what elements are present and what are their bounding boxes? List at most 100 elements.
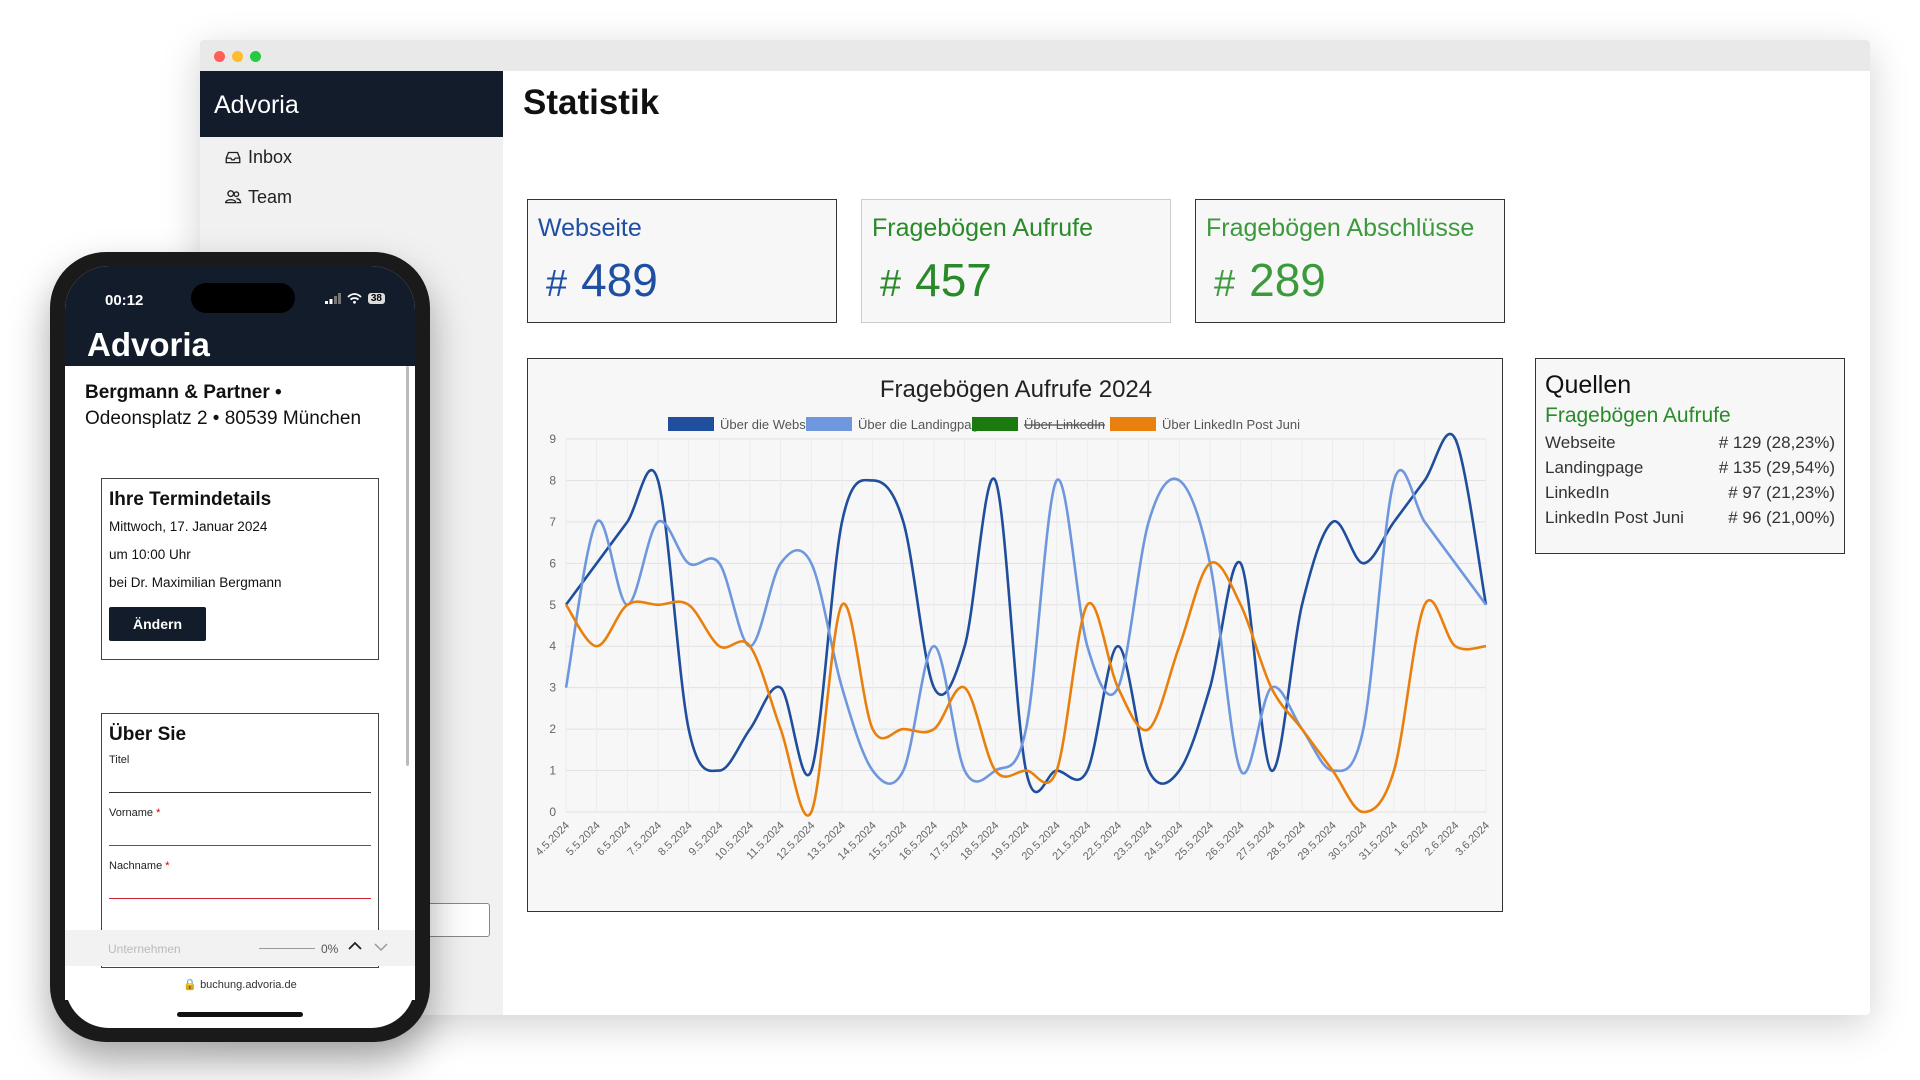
y-tick-label: 7 xyxy=(549,515,556,529)
source-value: # 96 (21,00%) xyxy=(1728,508,1835,527)
vorname-input[interactable] xyxy=(109,845,371,846)
legend-swatch xyxy=(668,417,714,431)
stat-card-value: #489 xyxy=(538,253,826,307)
appointment-date: Mittwoch, 17. Januar 2024 xyxy=(109,519,268,534)
appointment-time: um 10:00 Uhr xyxy=(109,547,191,562)
chart-card: Fragebögen Aufrufe 2024 Über die Webseite… xyxy=(527,358,1503,912)
stat-card-fragebogen-aufrufe: Fragebögen Aufrufe #457 xyxy=(861,199,1171,323)
y-tick-label: 4 xyxy=(549,639,556,653)
stat-value: 457 xyxy=(915,254,992,306)
sidebar-item-inbox[interactable]: Inbox xyxy=(200,137,503,177)
hash-symbol: # xyxy=(880,263,902,305)
source-row: LinkedIn Post Juni # 96 (21,00%) xyxy=(1545,508,1835,528)
hash-symbol: # xyxy=(546,263,568,305)
page-url: buchung.advoria.de xyxy=(200,979,297,991)
browser-url-bar[interactable]: 🔒 buchung.advoria.de xyxy=(65,970,415,1000)
stat-card-label: Fragebögen Aufrufe xyxy=(872,214,1093,242)
titel-input[interactable] xyxy=(109,792,371,793)
status-icons: 38 xyxy=(324,293,385,304)
form-progress-bar: Unternehmen 0% xyxy=(65,930,415,966)
signal-icon xyxy=(324,293,341,304)
chart-title: Fragebögen Aufrufe 2024 xyxy=(880,376,1152,403)
y-tick-label: 0 xyxy=(549,805,556,819)
sources-card: Quellen Fragebögen Aufrufe Webseite # 12… xyxy=(1535,358,1845,554)
legend-swatch xyxy=(972,417,1018,431)
source-row: Webseite # 129 (28,23%) xyxy=(1545,433,1835,453)
legend-label: Über die Landingpage xyxy=(858,417,986,432)
change-appointment-button[interactable]: Ändern xyxy=(109,607,206,641)
line-chart: Fragebögen Aufrufe 2024 Über die Webseite… xyxy=(533,376,1492,863)
source-name: Landingpage xyxy=(1545,458,1644,477)
sidebar-field[interactable] xyxy=(420,903,490,937)
legend-label: Über LinkedIn Post Juni xyxy=(1162,417,1300,432)
source-name: LinkedIn xyxy=(1545,483,1610,502)
y-tick-label: 8 xyxy=(549,473,556,487)
stat-value: 489 xyxy=(581,254,658,306)
stat-card-value: #289 xyxy=(1206,253,1494,307)
stat-card-label: Fragebögen Abschlüsse xyxy=(1206,214,1475,242)
nachname-input[interactable] xyxy=(109,898,371,899)
about-title: Über Sie xyxy=(109,724,187,745)
brand-logo: Advoria xyxy=(200,71,503,137)
maximize-window-button[interactable] xyxy=(250,51,261,62)
firm-street: Odeonsplatz 2 • 80539 München xyxy=(85,407,362,429)
progress-percent: 0% xyxy=(321,942,339,956)
home-indicator xyxy=(177,1012,303,1017)
battery-icon: 38 xyxy=(367,293,385,304)
sources-title: Quellen xyxy=(1545,371,1632,399)
sidebar-item-label: Team xyxy=(248,186,293,207)
progress-track xyxy=(259,948,315,949)
series-line xyxy=(564,561,1487,817)
series-line xyxy=(564,469,1488,785)
team-icon xyxy=(224,190,242,204)
wifi-icon xyxy=(347,293,362,304)
y-tick-label: 6 xyxy=(549,556,556,570)
y-tick-label: 5 xyxy=(549,598,556,612)
stat-card-fragebogen-abschluesse: Fragebögen Abschlüsse #289 xyxy=(1195,199,1505,323)
required-marker: * xyxy=(165,860,170,872)
legend-swatch xyxy=(806,417,852,431)
source-value: # 97 (21,23%) xyxy=(1728,483,1835,502)
sources-subtitle: Fragebögen Aufrufe xyxy=(1545,404,1731,427)
source-value: # 135 (29,54%) xyxy=(1718,458,1835,477)
source-row: Landingpage # 135 (29,54%) xyxy=(1545,458,1835,478)
field-label-vorname: Vorname * xyxy=(109,807,161,819)
hash-symbol: # xyxy=(1214,263,1236,305)
main-content: Statistik Webseite #489 Fragebögen Aufru… xyxy=(503,71,1870,1015)
appointment-title: Ihre Termindetails xyxy=(109,489,272,510)
source-name: Webseite xyxy=(1545,433,1616,452)
dynamic-island xyxy=(191,283,295,313)
source-name: LinkedIn Post Juni xyxy=(1545,508,1684,527)
page-title: Statistik xyxy=(523,83,660,122)
close-window-button[interactable] xyxy=(214,51,225,62)
phone-brand: Advoria xyxy=(87,326,210,363)
stat-card-value: #457 xyxy=(872,253,1160,307)
y-tick-label: 2 xyxy=(549,722,556,736)
required-marker: * xyxy=(156,807,161,819)
y-tick-label: 9 xyxy=(549,432,556,446)
lock-icon: 🔒 xyxy=(183,979,197,991)
stat-card-webseite: Webseite #489 xyxy=(527,199,837,323)
y-tick-label: 1 xyxy=(549,764,556,778)
status-time: 00:12 xyxy=(105,292,144,309)
stat-value: 289 xyxy=(1249,254,1326,306)
appointment-details-card: Ihre Termindetails Mittwoch, 17. Januar … xyxy=(101,478,379,660)
inbox-icon xyxy=(225,151,241,164)
browser-window: Advoria Inbox Team Statistik Webseite #4… xyxy=(200,40,1870,1015)
firm-name: Bergmann & Partner • xyxy=(85,382,282,403)
minimize-window-button[interactable] xyxy=(232,51,243,62)
source-row: LinkedIn # 97 (21,23%) xyxy=(1545,483,1835,503)
sidebar-item-label: Inbox xyxy=(248,146,293,167)
phone-header: 00:12 38 Advoria xyxy=(65,266,415,366)
scrollbar[interactable] xyxy=(406,366,409,766)
about-you-form: Über Sie Titel Vorname * Nachname * xyxy=(101,713,379,968)
stat-card-label: Webseite xyxy=(538,214,642,242)
chevron-down-icon[interactable] xyxy=(374,942,388,952)
legend-swatch xyxy=(1110,417,1156,431)
sidebar-item-team[interactable]: Team xyxy=(200,177,503,217)
field-label-nachname: Nachname * xyxy=(109,860,170,872)
chevron-up-icon[interactable] xyxy=(348,941,362,951)
window-titlebar xyxy=(200,40,1870,71)
firm-address: Bergmann & Partner • Odeonsplatz 2 • 805… xyxy=(65,366,415,445)
legend-label: Über die Webseite xyxy=(720,417,827,432)
